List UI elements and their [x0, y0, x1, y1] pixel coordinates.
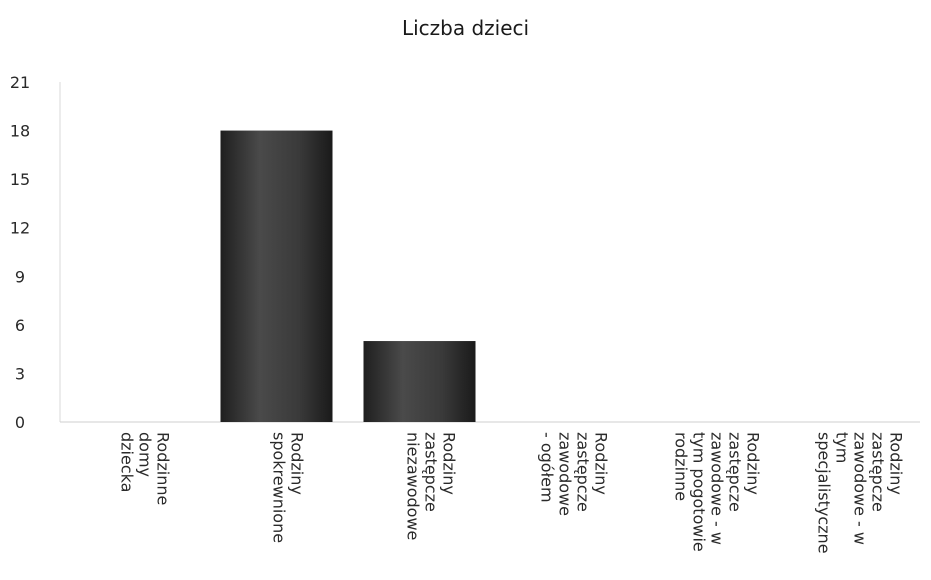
x-tick-label-line: zawodowe - w: [708, 432, 727, 545]
y-tick-label: 9: [15, 267, 25, 286]
x-tick-label-line: tym pogotowie: [690, 432, 709, 552]
x-tick-label-line: Rodziny: [592, 432, 611, 495]
bars: [220, 130, 476, 423]
x-tick-label-line: zawodowe: [556, 432, 575, 516]
x-tick-label-line: domy: [136, 432, 155, 477]
y-tick-label: 3: [15, 364, 25, 383]
x-tick-label-line: Rodziny: [288, 432, 307, 495]
x-tick-label-line: specjalistyczne: [815, 432, 834, 554]
y-tick-label: 18: [10, 122, 30, 141]
chart-title: Liczba dzieci: [401, 16, 530, 40]
x-tick-label-line: Rodziny: [440, 432, 459, 495]
y-axis: 0 3 6 9 12 15 18 21: [10, 73, 61, 432]
y-tick-label: 6: [15, 316, 25, 335]
bar: [363, 341, 476, 422]
x-tick-label-line: zastępcze: [869, 432, 888, 512]
x-tick-label-line: zastępcze: [726, 432, 745, 512]
x-tick-label-line: niezawodowe: [404, 432, 423, 540]
x-tick-label-line: dziecka: [118, 432, 137, 492]
y-tick-label: 21: [10, 73, 30, 92]
x-tick-label-line: rodzinne: [672, 432, 691, 501]
x-tick-label-line: - ogółem: [538, 432, 557, 503]
y-tick-label: 12: [10, 219, 30, 238]
x-tick-label-line: Rodziny: [887, 432, 906, 495]
x-tick-label-line: Rodziny: [744, 432, 763, 495]
x-tick-label-line: Rodzinne: [154, 432, 173, 505]
bar: [220, 130, 333, 423]
x-tick-label-line: zastępcze: [574, 432, 593, 512]
x-tick-label-line: zawodowe - w: [851, 432, 870, 545]
y-tick-label: 15: [10, 170, 30, 189]
y-tick-label: 0: [15, 413, 25, 432]
x-tick-label-line: spokrewnione: [270, 432, 289, 543]
x-tick-label-line: tym: [833, 432, 852, 463]
x-tick-label-line: zastępcze: [422, 432, 441, 512]
